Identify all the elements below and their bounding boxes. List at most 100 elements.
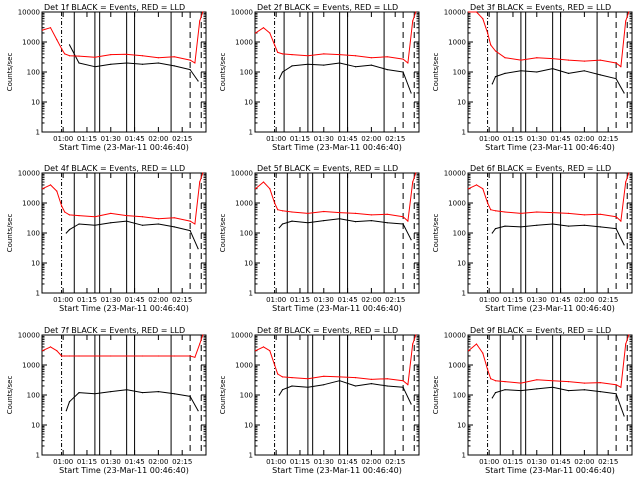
data-point-lld	[504, 57, 506, 59]
data-point-lld	[141, 55, 144, 57]
y-tick-label: 1000	[448, 200, 466, 208]
panel-det-2: Det 2f BLACK = Events, RED = LLD 1 10 100 10…	[219, 3, 420, 152]
x-axis-label: Start Time (23-Mar-11 00:46:40)	[272, 304, 402, 313]
y-axis-label: Counts/sec	[432, 214, 440, 253]
data-point-events	[281, 389, 284, 391]
data-point-events	[567, 72, 570, 74]
data-point-lld	[274, 202, 276, 204]
data-point-lld	[64, 211, 66, 213]
series-line-events	[491, 68, 625, 94]
data-point-lld	[354, 377, 357, 379]
x-tick-label: 01:00	[53, 458, 73, 466]
data-point-events	[197, 410, 199, 412]
x-tick-label: 02:00	[361, 296, 381, 304]
series-line-lld	[468, 172, 630, 222]
data-point-events	[615, 228, 617, 230]
x-tick-label: 01:45	[337, 296, 357, 304]
data-point-events	[410, 403, 412, 405]
x-tick-label: 01:30	[314, 296, 334, 304]
x-tick-label: 01:30	[527, 296, 547, 304]
data-point-events	[599, 391, 601, 393]
x-tick-label: 01:00	[53, 296, 73, 304]
y-tick-label: 1	[462, 290, 466, 298]
data-point-events	[402, 386, 404, 388]
data-point-events	[354, 66, 357, 68]
y-tick-label: 10000	[18, 170, 40, 178]
x-tick-label: 02:00	[574, 135, 594, 143]
data-point-events	[536, 224, 538, 226]
panel-title: Det 5f BLACK = Events, RED = LLD	[257, 164, 398, 173]
x-axis-label: Start Time (23-Mar-11 00:46:40)	[272, 466, 402, 475]
data-point-lld	[628, 11, 630, 13]
y-tick-label: 10000	[444, 170, 466, 178]
y-tick-label: 1	[249, 290, 253, 298]
data-point-lld	[583, 382, 586, 384]
data-point-lld	[475, 11, 478, 13]
data-point-lld	[126, 53, 128, 55]
plot-frame	[254, 11, 420, 133]
x-tick-label: 01:00	[266, 296, 286, 304]
y-tick-label: 1000	[235, 362, 253, 370]
data-point-lld	[189, 220, 191, 222]
data-point-lld	[412, 343, 414, 345]
y-axis-label: Counts/sec	[219, 376, 227, 415]
data-point-lld	[189, 355, 191, 357]
data-point-lld	[274, 364, 276, 366]
data-point-lld	[490, 378, 492, 380]
data-point-lld	[110, 54, 112, 56]
series-line-lld	[255, 172, 417, 222]
y-tick-label: 10000	[444, 332, 466, 340]
x-tick-label: 02:00	[148, 296, 168, 304]
data-point-lld	[78, 355, 80, 357]
plot-frame	[41, 11, 207, 133]
data-point-lld	[56, 350, 58, 352]
y-tick-label: 10000	[231, 170, 253, 178]
data-point-lld	[281, 53, 284, 55]
data-point-lld	[552, 58, 554, 60]
y-tick-label: 10000	[231, 9, 253, 17]
y-tick-label: 10	[31, 99, 40, 107]
data-point-events	[65, 232, 67, 234]
data-point-lld	[269, 350, 271, 352]
data-point-events	[402, 71, 404, 73]
data-point-events	[141, 224, 144, 226]
data-point-lld	[281, 376, 284, 378]
data-point-lld	[262, 181, 265, 183]
x-tick-label: 01:30	[314, 458, 334, 466]
data-point-lld	[68, 214, 71, 216]
x-tick-label: 02:00	[148, 458, 168, 466]
y-tick-label: 1000	[22, 362, 40, 370]
data-point-events	[354, 385, 357, 387]
data-point-lld	[254, 188, 257, 190]
data-point-lld	[262, 27, 265, 29]
data-point-lld	[61, 355, 63, 357]
y-tick-label: 1	[249, 452, 253, 460]
data-point-lld	[68, 55, 71, 57]
data-point-lld	[625, 181, 627, 183]
data-point-lld	[386, 378, 388, 380]
data-point-events	[504, 389, 506, 391]
data-point-lld	[482, 352, 484, 354]
data-point-events	[370, 383, 372, 385]
data-point-lld	[407, 384, 409, 386]
data-point-lld	[307, 378, 309, 380]
plot-frame	[467, 11, 633, 133]
y-tick-label: 10	[244, 422, 253, 430]
x-axis-label: Start Time (23-Mar-11 00:46:40)	[485, 143, 615, 152]
data-point-lld	[291, 377, 293, 379]
data-point-lld	[625, 343, 627, 345]
data-point-lld	[269, 32, 271, 34]
y-axis-label: Counts/sec	[219, 214, 227, 253]
y-tick-label: 10000	[231, 332, 253, 340]
y-tick-label: 10	[244, 260, 253, 268]
data-point-lld	[567, 59, 570, 61]
data-point-events	[278, 394, 280, 396]
panel-det-3: Det 3f BLACK = Events, RED = LLD 1 10 100 10…	[432, 3, 633, 152]
data-point-lld	[126, 355, 128, 357]
y-tick-label: 1000	[448, 362, 466, 370]
data-point-lld	[323, 375, 325, 377]
data-point-events	[567, 390, 570, 392]
data-point-lld	[370, 378, 372, 380]
data-point-lld	[254, 350, 257, 352]
data-point-events	[197, 80, 199, 82]
